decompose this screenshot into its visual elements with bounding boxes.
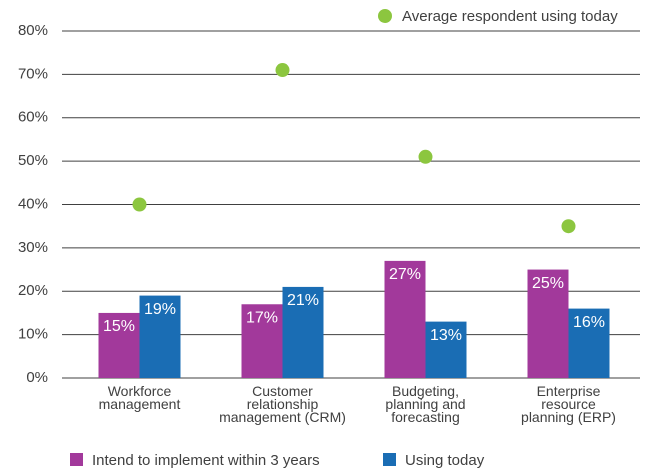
y-tick-label: 0%	[26, 369, 48, 386]
legend-label: Using today	[405, 452, 485, 469]
data-label: 16%	[573, 314, 605, 331]
y-tick-label: 20%	[18, 282, 48, 299]
dot	[132, 197, 147, 212]
y-tick-label: 50%	[18, 152, 48, 169]
data-label: 13%	[430, 327, 462, 344]
data-label: 15%	[103, 318, 135, 335]
bar	[384, 260, 426, 378]
bar	[425, 321, 467, 378]
legend-swatch	[378, 9, 392, 23]
data-label: 17%	[246, 309, 278, 326]
y-tick-label: 40%	[18, 195, 48, 212]
dot	[275, 63, 290, 78]
bar	[139, 295, 181, 378]
data-label: 27%	[389, 266, 421, 283]
y-tick-label: 80%	[18, 22, 48, 39]
x-tick-label: Customer relationship management (CRM)	[219, 383, 346, 425]
dot	[418, 149, 433, 164]
legend-label: Average respondent using today	[402, 8, 618, 25]
bar	[98, 312, 140, 378]
legend-label: Intend to implement within 3 years	[92, 452, 320, 469]
x-tick-label: Workforce management	[98, 383, 181, 412]
x-tick-label: Budgeting, planning and forecasting	[385, 383, 466, 425]
bar	[527, 269, 569, 378]
legend-swatch	[383, 453, 396, 466]
y-tick-label: 70%	[18, 65, 48, 82]
y-tick-label: 60%	[18, 109, 48, 126]
x-tick-label: Enterprise resource planning (ERP)	[521, 383, 616, 425]
y-tick-label: 30%	[18, 239, 48, 256]
data-label: 25%	[532, 275, 564, 292]
data-label: 21%	[287, 292, 319, 309]
legend-swatch	[70, 453, 83, 466]
y-tick-label: 10%	[18, 326, 48, 343]
dot	[561, 219, 576, 234]
bar	[282, 286, 324, 378]
bar	[568, 308, 610, 378]
bar	[241, 304, 283, 378]
data-label: 19%	[144, 301, 176, 318]
